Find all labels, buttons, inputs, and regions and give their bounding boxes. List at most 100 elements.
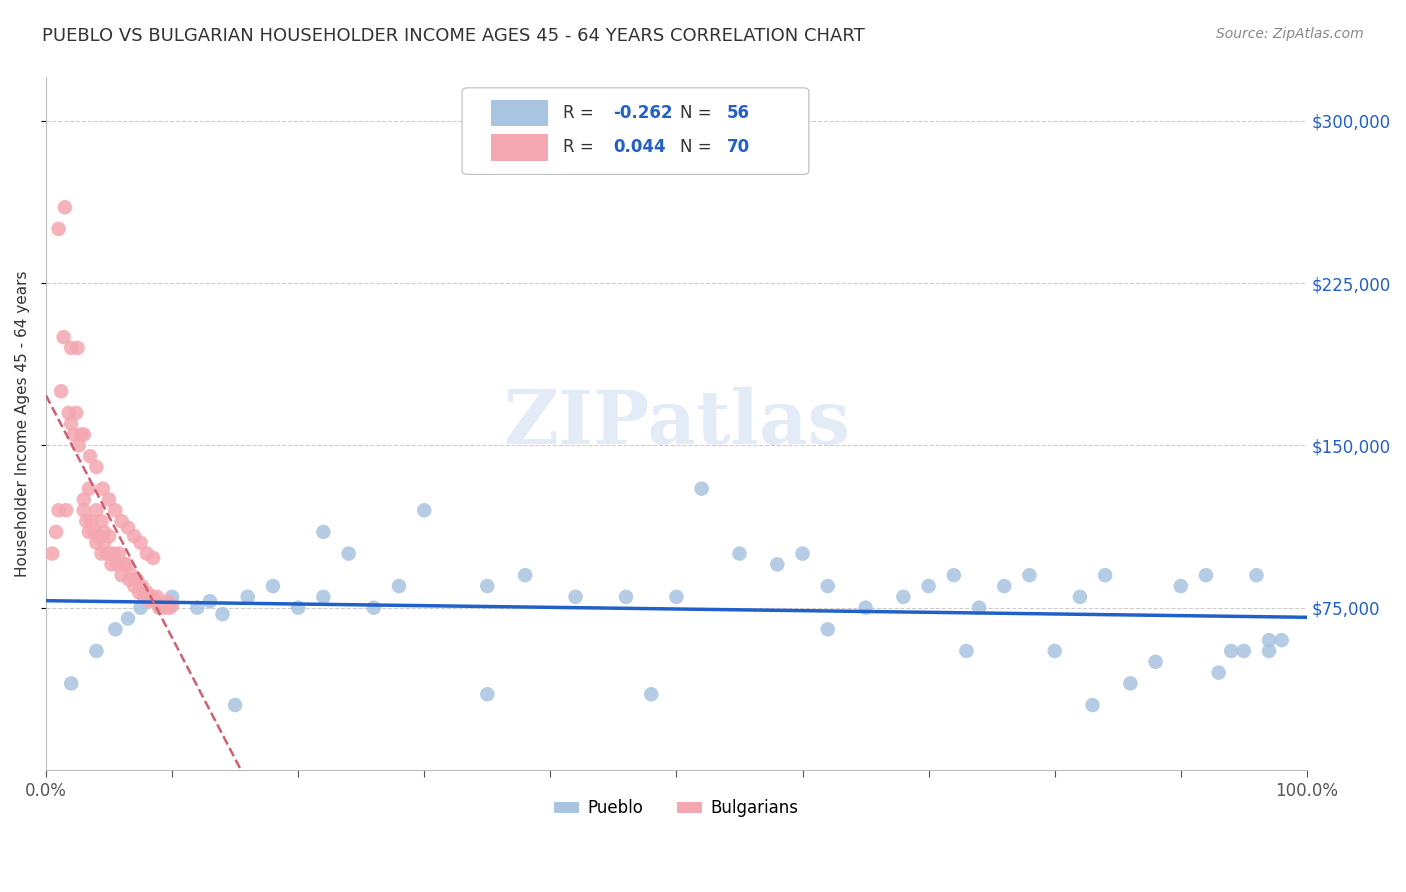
Point bbox=[93, 524, 115, 539]
Point bbox=[1094, 568, 1116, 582]
Point bbox=[67, 438, 90, 452]
Point bbox=[1144, 655, 1167, 669]
Point bbox=[150, 599, 173, 613]
Point bbox=[52, 330, 75, 344]
Point bbox=[86, 503, 108, 517]
Point bbox=[942, 568, 965, 582]
Point bbox=[917, 579, 939, 593]
Point bbox=[111, 514, 134, 528]
Text: R =: R = bbox=[562, 103, 599, 122]
Point bbox=[104, 503, 127, 517]
Point bbox=[159, 600, 181, 615]
Point bbox=[105, 558, 128, 572]
Point bbox=[86, 644, 108, 658]
Point bbox=[60, 417, 83, 431]
Point bbox=[96, 547, 118, 561]
Point bbox=[86, 460, 108, 475]
Point bbox=[48, 503, 70, 517]
Point bbox=[49, 384, 72, 399]
Point bbox=[160, 599, 183, 613]
Point bbox=[1081, 698, 1104, 712]
Bar bbox=[491, 134, 548, 161]
Point bbox=[1195, 568, 1218, 582]
Point bbox=[153, 600, 176, 615]
Point bbox=[93, 535, 115, 549]
Text: Source: ZipAtlas.com: Source: ZipAtlas.com bbox=[1216, 27, 1364, 41]
Point bbox=[766, 558, 789, 572]
Point bbox=[690, 482, 713, 496]
Point bbox=[90, 547, 112, 561]
Text: PUEBLO VS BULGARIAN HOUSEHOLDER INCOME AGES 45 - 64 YEARS CORRELATION CHART: PUEBLO VS BULGARIAN HOUSEHOLDER INCOME A… bbox=[42, 27, 865, 45]
Point bbox=[817, 623, 839, 637]
Point bbox=[77, 482, 100, 496]
Point bbox=[148, 600, 170, 615]
Point bbox=[142, 550, 165, 565]
Point bbox=[1069, 590, 1091, 604]
Point bbox=[129, 600, 152, 615]
Point bbox=[337, 547, 360, 561]
Point bbox=[198, 594, 221, 608]
Point bbox=[73, 503, 96, 517]
Point bbox=[143, 594, 166, 608]
Point bbox=[262, 579, 284, 593]
Point bbox=[236, 590, 259, 604]
Point bbox=[363, 600, 385, 615]
Point bbox=[91, 482, 114, 496]
Point bbox=[121, 568, 143, 582]
Point bbox=[77, 524, 100, 539]
Point bbox=[79, 449, 101, 463]
Point bbox=[1271, 633, 1294, 648]
Legend: Pueblo, Bulgarians: Pueblo, Bulgarians bbox=[548, 793, 806, 824]
Y-axis label: Householder Income Ages 45 - 64 years: Householder Income Ages 45 - 64 years bbox=[15, 270, 30, 577]
Point bbox=[312, 524, 335, 539]
Point bbox=[128, 585, 150, 599]
Point bbox=[98, 492, 121, 507]
Point bbox=[98, 547, 121, 561]
Point bbox=[1208, 665, 1230, 680]
Point bbox=[614, 590, 637, 604]
Text: N =: N = bbox=[681, 138, 717, 156]
Point bbox=[224, 698, 246, 712]
Point bbox=[73, 427, 96, 442]
Point bbox=[111, 568, 134, 582]
Point bbox=[112, 558, 135, 572]
Point bbox=[58, 406, 80, 420]
Text: 0.044: 0.044 bbox=[613, 138, 666, 156]
Point bbox=[1170, 579, 1192, 593]
Point bbox=[131, 579, 153, 593]
Point bbox=[134, 590, 156, 604]
Point bbox=[728, 547, 751, 561]
Point bbox=[65, 406, 87, 420]
Point bbox=[211, 607, 233, 622]
Point bbox=[100, 558, 122, 572]
Point bbox=[104, 623, 127, 637]
Point bbox=[312, 590, 335, 604]
Text: R =: R = bbox=[562, 138, 599, 156]
Point bbox=[66, 341, 89, 355]
Point bbox=[893, 590, 915, 604]
Point bbox=[967, 600, 990, 615]
Point bbox=[993, 579, 1015, 593]
Point bbox=[1258, 633, 1281, 648]
Point bbox=[90, 514, 112, 528]
Point bbox=[117, 611, 139, 625]
Text: 70: 70 bbox=[727, 138, 749, 156]
Point bbox=[55, 503, 77, 517]
Point bbox=[1246, 568, 1268, 582]
FancyBboxPatch shape bbox=[463, 87, 808, 175]
Point bbox=[1233, 644, 1256, 658]
Point bbox=[73, 492, 96, 507]
Point bbox=[60, 676, 83, 690]
Point bbox=[83, 524, 105, 539]
Point bbox=[955, 644, 977, 658]
Point bbox=[640, 687, 662, 701]
Point bbox=[135, 585, 157, 599]
Point bbox=[122, 579, 145, 593]
Point bbox=[1043, 644, 1066, 658]
Text: ZIPatlas: ZIPatlas bbox=[503, 387, 851, 460]
Point bbox=[45, 524, 67, 539]
Point bbox=[665, 590, 688, 604]
Point bbox=[125, 573, 148, 587]
Point bbox=[103, 547, 125, 561]
Point bbox=[513, 568, 536, 582]
